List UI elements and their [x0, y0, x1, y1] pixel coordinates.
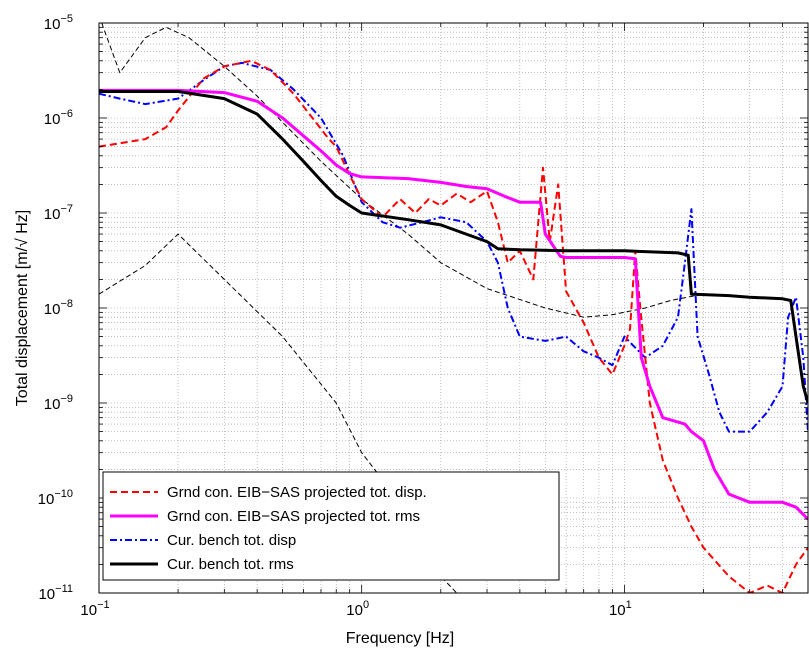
legend-box — [102, 471, 560, 581]
y-axis-title: Total displacement [m/√ Hz] — [14, 210, 31, 406]
y-tick-label: 10−11 — [38, 583, 73, 603]
legend-label-2: Cur. bench tot. disp — [167, 532, 296, 549]
y-tick-label: 10−6 — [44, 108, 73, 128]
series-line-2 — [99, 61, 808, 433]
y-tick-label: 10−8 — [44, 298, 73, 318]
y-tick-label: 10−9 — [44, 393, 73, 413]
y-tick-label: 10−10 — [38, 488, 73, 508]
x-tick-label: 100 — [346, 599, 369, 619]
legend-label-0: Grnd con. EIB−SAS projected tot. disp. — [167, 484, 427, 501]
series-layer — [99, 23, 808, 593]
series-line-0 — [99, 59, 808, 593]
legend: Grnd con. EIB−SAS projected tot. disp. Gr… — [102, 471, 560, 581]
tick-layer: 10−1 100 101 10−11 10−10 10−9 10−8 10−7 10−6 10−5 — [38, 13, 809, 619]
legend-label-3: Cur. bench tot. rms — [167, 556, 294, 573]
grid-layer — [98, 22, 809, 594]
x-axis-title: Frequency [Hz] — [346, 630, 454, 647]
y-tick-label: 10−7 — [44, 203, 73, 223]
y-tick-label: 10−5 — [44, 13, 73, 33]
x-tick-label: 101 — [609, 599, 632, 619]
legend-label-1: Grnd con. EIB−SAS projected tot. rms — [167, 508, 420, 525]
series-line-1 — [99, 88, 808, 521]
series-line-4 — [101, 23, 704, 318]
series-line-3 — [99, 90, 808, 404]
x-tick-label: 10−1 — [80, 599, 109, 619]
